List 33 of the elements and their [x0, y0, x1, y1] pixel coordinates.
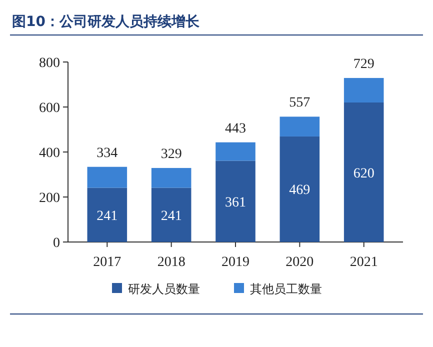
total-label: 443: [225, 121, 246, 136]
legend-label: 其他员工数量: [250, 282, 322, 296]
total-label: 329: [160, 146, 182, 162]
y-tick-label: 200: [39, 191, 60, 206]
x-tick-label: 2018: [157, 255, 186, 270]
bar: [216, 160, 256, 242]
bar: [87, 188, 128, 242]
data-label: 620: [353, 166, 374, 182]
x-tick-label: 2020: [286, 255, 314, 270]
data-label: 361: [225, 195, 246, 210]
y-tick-label: 600: [39, 101, 60, 116]
bar: [280, 116, 320, 136]
bar: [87, 166, 128, 188]
y-tick-label: 800: [39, 56, 60, 71]
bar: [344, 78, 384, 102]
y-tick-label: 400: [39, 146, 60, 161]
x-tick-label: 2019: [222, 255, 250, 270]
y-tick-label: 0: [53, 236, 60, 251]
legend-label: 研发人员数量: [128, 282, 200, 296]
total-label: 729: [353, 56, 374, 72]
bar: [280, 136, 320, 242]
x-tick-label: 2021: [350, 255, 378, 270]
data-label: 241: [160, 208, 182, 224]
bar: [216, 142, 256, 161]
total-label: 334: [96, 146, 118, 161]
data-label: 241: [96, 208, 118, 224]
data-label: 469: [289, 183, 310, 198]
x-tick-label: 2017: [93, 255, 122, 270]
bar: [344, 102, 384, 242]
bar: [151, 188, 192, 242]
bar: [151, 168, 192, 188]
total-label: 557: [289, 96, 310, 111]
chart-title: 图10：公司研发人员持续增长: [12, 14, 200, 30]
